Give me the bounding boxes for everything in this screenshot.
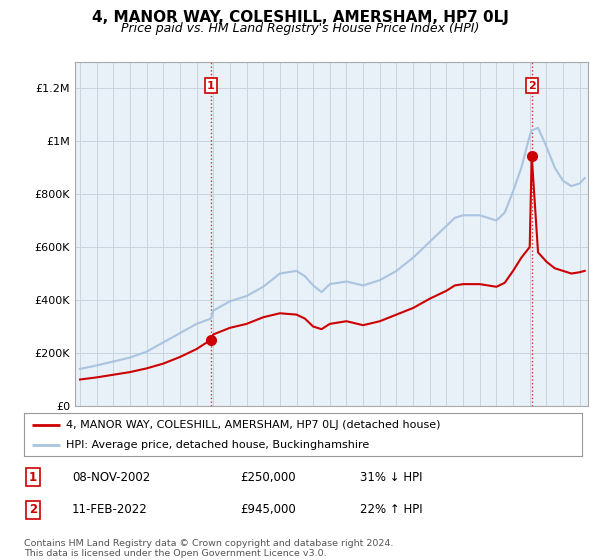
- Text: Contains HM Land Registry data © Crown copyright and database right 2024.
This d: Contains HM Land Registry data © Crown c…: [24, 539, 394, 558]
- Text: £250,000: £250,000: [240, 470, 296, 484]
- Text: 2: 2: [528, 81, 536, 91]
- Text: HPI: Average price, detached house, Buckinghamshire: HPI: Average price, detached house, Buck…: [66, 441, 369, 450]
- Text: 31% ↓ HPI: 31% ↓ HPI: [360, 470, 422, 484]
- Text: 22% ↑ HPI: 22% ↑ HPI: [360, 503, 422, 516]
- Text: Price paid vs. HM Land Registry's House Price Index (HPI): Price paid vs. HM Land Registry's House …: [121, 22, 479, 35]
- Text: 1: 1: [29, 470, 37, 484]
- Text: 2: 2: [29, 503, 37, 516]
- Text: 08-NOV-2002: 08-NOV-2002: [72, 470, 150, 484]
- Text: 11-FEB-2022: 11-FEB-2022: [72, 503, 148, 516]
- Text: 4, MANOR WAY, COLESHILL, AMERSHAM, HP7 0LJ (detached house): 4, MANOR WAY, COLESHILL, AMERSHAM, HP7 0…: [66, 420, 440, 430]
- Text: £945,000: £945,000: [240, 503, 296, 516]
- Text: 1: 1: [207, 81, 215, 91]
- Text: 4, MANOR WAY, COLESHILL, AMERSHAM, HP7 0LJ: 4, MANOR WAY, COLESHILL, AMERSHAM, HP7 0…: [92, 10, 508, 25]
